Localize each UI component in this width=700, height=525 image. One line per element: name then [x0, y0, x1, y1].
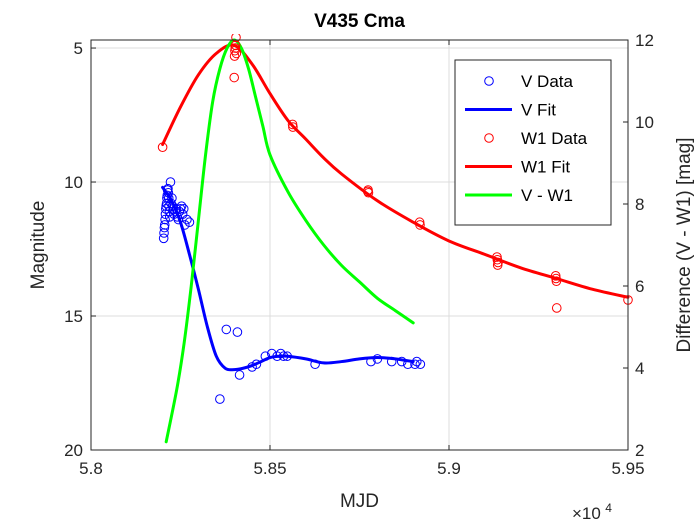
y-right-tick-label: 4	[635, 359, 644, 378]
data-point-w1-data	[157, 142, 168, 152]
plot-area	[157, 34, 633, 444]
data-point-v-data	[215, 394, 225, 404]
data-point-v-data	[163, 193, 174, 203]
data-point-v-data	[396, 356, 407, 367]
data-point-v-data	[403, 359, 413, 370]
chart-title: V435 Cma	[314, 11, 405, 32]
legend-label-v-fit: V Fit	[521, 101, 556, 120]
legend-item-v-fit: V Fit	[465, 101, 556, 120]
data-point-v-data	[163, 183, 173, 194]
y-left-tick-label: 20	[64, 441, 83, 460]
x-axis-exponent: ×10 4	[572, 501, 612, 523]
series-line-w1-fit	[161, 43, 630, 299]
y-axis-label-left: Magnitude	[28, 201, 49, 290]
legend-item-w1-fit: W1 Fit	[465, 158, 570, 177]
data-point-v-data	[160, 214, 170, 225]
y-right-tick-label: 12	[635, 31, 654, 50]
data-point-v-data	[158, 233, 169, 244]
data-point-v-data	[410, 359, 420, 370]
series-markers-w1-data	[157, 34, 633, 313]
y-left-tick-label: 15	[64, 307, 83, 326]
data-point-v-data	[386, 356, 397, 367]
data-point-v-data	[415, 359, 426, 370]
data-point-v-data	[282, 351, 292, 362]
x-tick-label: 5.9	[437, 459, 461, 478]
data-point-w1-data	[551, 276, 562, 286]
data-point-w1-data	[415, 220, 425, 230]
y-right-tick-label: 6	[635, 277, 644, 296]
data-point-v-data	[178, 204, 189, 214]
legend-label-w1-data: W1 Data	[521, 129, 588, 148]
y-right-tick-label: 10	[635, 113, 654, 132]
legend-label-w1-fit: W1 Fit	[521, 158, 570, 177]
series-markers-v-data	[158, 177, 426, 404]
data-point-v-data	[165, 177, 176, 187]
data-point-w1-data	[230, 40, 241, 51]
axes: 5.8 5.85 5.9 5.95 5 10 15 20 2 4 6 8 10 12	[64, 31, 654, 478]
data-point-v-data	[159, 228, 169, 238]
data-point-v-data	[159, 220, 170, 230]
data-point-v-data	[163, 187, 174, 198]
data-point-v-data	[372, 354, 383, 364]
data-point-v-data	[310, 359, 320, 370]
data-point-v-data	[221, 324, 232, 335]
data-point-v-data	[166, 198, 176, 209]
x-axis-exponent-power: 4	[605, 501, 612, 515]
data-point-v-data	[278, 351, 289, 362]
y-axis-label-right: Difference (V - W1) [mag]	[674, 137, 695, 352]
legend: V Data V Fit W1 Data W1 Fit V - W1	[454, 59, 612, 226]
data-point-v-data	[234, 370, 245, 380]
data-point-v-data	[232, 327, 243, 337]
data-point-w1-data	[493, 257, 503, 268]
y-left-tick-label: 5	[74, 39, 83, 58]
legend-label-v-data: V Data	[521, 72, 574, 91]
data-point-v-data	[182, 214, 192, 225]
series-line-v-w1	[164, 38, 415, 444]
x-tick-label: 5.85	[253, 459, 286, 478]
data-point-v-data	[180, 220, 190, 230]
x-axis-label: MJD	[340, 491, 379, 512]
data-point-v-data	[184, 217, 195, 228]
series-line-v-fit	[161, 185, 415, 372]
legend-item-w1-data: W1 Data	[484, 129, 588, 148]
y-right-tick-label: 8	[635, 195, 644, 214]
x-tick-label: 5.8	[79, 459, 103, 478]
x-tick-label: 5.95	[611, 459, 644, 478]
data-point-v-data	[275, 348, 286, 359]
data-point-w1-data	[551, 303, 562, 313]
x-axis-exponent-base: ×10	[572, 504, 601, 523]
data-point-v-data	[167, 193, 177, 203]
legend-swatch-v-data	[484, 76, 494, 86]
data-point-w1-data	[288, 122, 298, 132]
data-point-w1-data	[363, 187, 374, 198]
legend-box	[454, 59, 612, 226]
plot-box	[90, 39, 629, 451]
legend-swatch-w1-data	[484, 133, 494, 143]
data-point-w1-data	[229, 72, 239, 83]
data-point-v-data	[260, 351, 271, 362]
y-left-tick-label: 10	[64, 173, 83, 192]
y-right-tick-label: 2	[635, 441, 644, 460]
legend-label-v-w1: V - W1	[521, 186, 573, 205]
data-point-v-data	[251, 359, 262, 370]
data-point-w1-data	[231, 34, 241, 43]
legend-item-v-data: V Data	[484, 72, 574, 91]
legend-item-v-w1: V - W1	[465, 186, 573, 205]
data-point-w1-data	[229, 51, 240, 61]
data-point-v-data	[366, 356, 376, 367]
data-point-w1-data	[231, 48, 242, 59]
